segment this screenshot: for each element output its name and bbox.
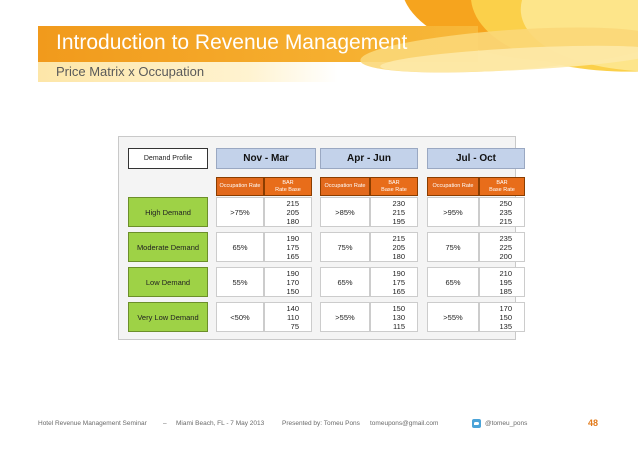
bar-rate-cell: 190 175 165 <box>264 232 312 262</box>
footer-twitter: @tomeu_pons <box>485 420 528 427</box>
occupation-cell: >95% <box>427 197 479 227</box>
footer-presenter: Presented by: Tomeu Pons <box>282 420 360 427</box>
bar-header-line: BAR <box>282 179 294 186</box>
rate-value: 150 <box>286 286 299 296</box>
rate-value: 210 <box>499 268 512 278</box>
rate-value: 170 <box>499 303 512 313</box>
season-header: Apr - Jun <box>320 148 418 169</box>
bar-rate-cell: 215 205 180 <box>264 197 312 227</box>
demand-profile-header: Demand Profile <box>128 148 208 169</box>
rate-value: 115 <box>393 321 405 331</box>
rate-value: 195 <box>499 277 512 287</box>
slide-subtitle: Price Matrix x Occupation <box>56 64 205 79</box>
rate-value: 205 <box>392 242 405 252</box>
rate-value: 135 <box>499 321 512 331</box>
rate-value: 250 <box>499 198 512 208</box>
footer-seminar: Hotel Revenue Management Seminar <box>38 420 147 427</box>
subtitle-bar <box>38 62 338 82</box>
rate-value: 195 <box>392 216 405 226</box>
rate-value: 110 <box>287 312 299 322</box>
rate-value: 190 <box>286 268 299 278</box>
bar-rate-cell: 230 215 195 <box>370 197 418 227</box>
season-header: Nov - Mar <box>216 148 316 169</box>
header-band <box>0 0 638 92</box>
occupation-cell: 65% <box>427 267 479 297</box>
rate-value: 175 <box>392 277 405 287</box>
rate-value: 180 <box>392 251 405 261</box>
bar-rate-cell: 215 205 180 <box>370 232 418 262</box>
bar-rate-cell: 250 235 215 <box>479 197 525 227</box>
rate-value: 140 <box>286 303 299 313</box>
rate-value: 190 <box>286 233 299 243</box>
rate-value: 215 <box>499 216 512 226</box>
rate-value: 165 <box>392 286 405 296</box>
rate-value: 130 <box>392 312 405 322</box>
rate-value: 175 <box>286 242 299 252</box>
bar-rate-header: BAR Rate Base <box>264 177 312 196</box>
occupation-cell: 55% <box>216 267 264 297</box>
bar-rate-cell: 235 225 200 <box>479 232 525 262</box>
bar-rate-cell: 170 150 135 <box>479 302 525 332</box>
demand-level-very-low: Very Low Demand <box>128 302 208 332</box>
rate-value: 215 <box>392 233 405 243</box>
rate-value: 200 <box>499 251 512 261</box>
bar-header-line: Rate Base <box>275 186 301 193</box>
rate-value: 190 <box>392 268 405 278</box>
occupation-cell: 65% <box>320 267 370 297</box>
page-number: 48 <box>587 418 598 428</box>
bar-rate-header: BAR Base Rate <box>479 177 525 196</box>
rate-value: 215 <box>392 207 405 217</box>
demand-level-high: High Demand <box>128 197 208 227</box>
bar-rate-cell: 190 170 150 <box>264 267 312 297</box>
occupation-cell: >55% <box>427 302 479 332</box>
occupation-cell: 65% <box>216 232 264 262</box>
rate-value: 170 <box>286 277 299 287</box>
occupation-cell: 75% <box>320 232 370 262</box>
rate-value: 75 <box>290 321 299 331</box>
bar-rate-header: BAR Base Rate <box>370 177 418 196</box>
rate-value: 215 <box>286 198 299 208</box>
occupation-cell: >85% <box>320 197 370 227</box>
rate-value: 180 <box>286 216 299 226</box>
rate-value: 235 <box>499 207 512 217</box>
occupation-cell: >75% <box>216 197 264 227</box>
occupation-rate-header: Occupation Rate <box>427 177 479 196</box>
occupation-cell: >55% <box>320 302 370 332</box>
season-header: Jul - Oct <box>427 148 525 169</box>
occupation-rate-header: Occupation Rate <box>320 177 370 196</box>
demand-level-moderate: Moderate Demand <box>128 232 208 262</box>
footer-separator: – <box>163 420 167 427</box>
twitter-icon <box>472 419 481 428</box>
bar-header-line: BAR <box>496 179 508 186</box>
footer-location: Miami Beach, FL - 7 May 2013 <box>176 420 265 427</box>
rate-value: 165 <box>286 251 299 261</box>
rate-value: 150 <box>392 303 405 313</box>
bar-rate-cell: 150 130 115 <box>370 302 418 332</box>
bar-rate-cell: 140 110 75 <box>264 302 312 332</box>
rate-value: 230 <box>392 198 405 208</box>
occupation-cell: 75% <box>427 232 479 262</box>
bar-header-line: Base Rate <box>489 186 515 193</box>
slide-footer: Hotel Revenue Management Seminar – Miami… <box>38 418 598 432</box>
bar-header-line: Base Rate <box>381 186 407 193</box>
rate-value: 150 <box>499 312 512 322</box>
rate-value: 205 <box>286 207 299 217</box>
occupation-cell: <50% <box>216 302 264 332</box>
bar-rate-cell: 190 175 165 <box>370 267 418 297</box>
bar-header-line: BAR <box>388 179 400 186</box>
bar-rate-cell: 210 195 185 <box>479 267 525 297</box>
demand-level-low: Low Demand <box>128 267 208 297</box>
rate-value: 235 <box>499 233 512 243</box>
footer-email: tomeupons@gmail.com <box>370 420 439 427</box>
rate-value: 225 <box>499 242 512 252</box>
slide-title: Introduction to Revenue Management <box>56 31 408 54</box>
occupation-rate-header: Occupation Rate <box>216 177 264 196</box>
rate-value: 185 <box>499 286 512 296</box>
